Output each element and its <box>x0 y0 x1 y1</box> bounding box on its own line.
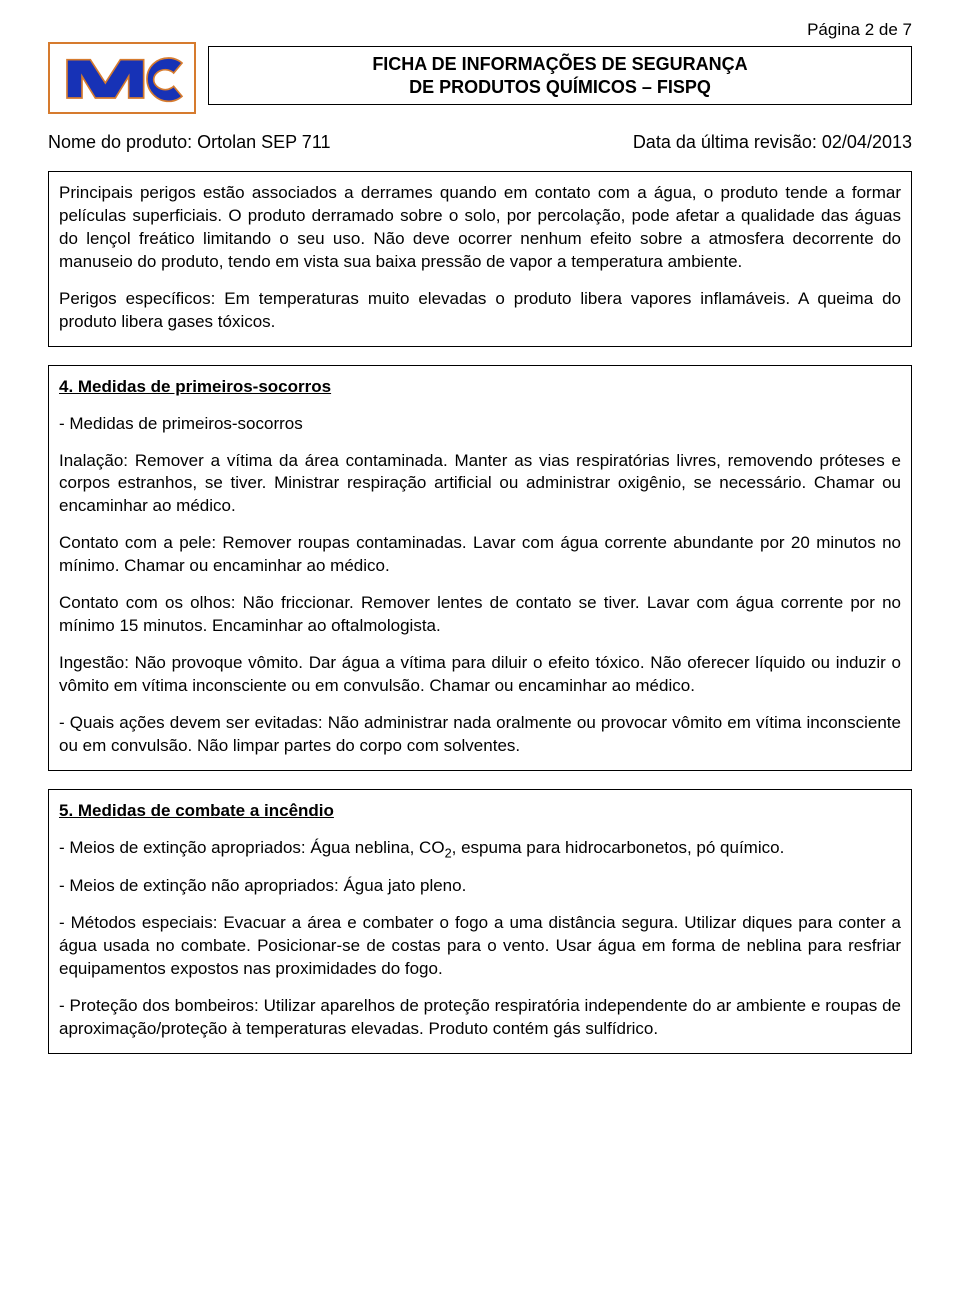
section-5-box: 5. Medidas de combate a incêndio - Meios… <box>48 789 912 1054</box>
revision-date: Data da última revisão: 02/04/2013 <box>633 132 912 153</box>
page-container: Página 2 de 7 FICHA DE INFORMAÇÕES DE SE… <box>0 0 960 1112</box>
doc-title-line2: DE PRODUTOS QUÍMICOS – FISPQ <box>409 77 711 97</box>
section-top-box: Principais perigos estão associados a de… <box>48 171 912 347</box>
meta-row: Nome do produto: Ortolan SEP 711 Data da… <box>48 132 912 153</box>
section-5-p1-sub: 2 <box>445 845 452 860</box>
page-number: Página 2 de 7 <box>48 20 912 40</box>
section-4-ingestao: Ingestão: Não provoque vômito. Dar água … <box>59 652 901 698</box>
section-4-inalacao: Inalação: Remover a vítima da área conta… <box>59 450 901 519</box>
section-4-box: 4. Medidas de primeiros-socorros - Medid… <box>48 365 912 771</box>
section-4-sub1: - Medidas de primeiros-socorros <box>59 413 901 436</box>
section-top-para2: Perigos específicos: Em temperaturas mui… <box>59 288 901 334</box>
mc-logo-icon <box>54 48 190 108</box>
section-5-p2: - Meios de extinção não apropriados: Águ… <box>59 875 901 898</box>
section-5-heading: 5. Medidas de combate a incêndio <box>59 800 901 823</box>
company-logo <box>48 42 196 114</box>
product-name: Nome do produto: Ortolan SEP 711 <box>48 132 331 153</box>
section-4-evitadas: - Quais ações devem ser evitadas: Não ad… <box>59 712 901 758</box>
section-5-p1b: , espuma para hidrocarbonetos, pó químic… <box>452 838 785 857</box>
section-4-olhos: Contato com os olhos: Não friccionar. Re… <box>59 592 901 638</box>
section-5-p1: - Meios de extinção apropriados: Água ne… <box>59 837 901 862</box>
section-5-p1a: - Meios de extinção apropriados: Água ne… <box>59 838 445 857</box>
doc-title-line1: FICHA DE INFORMAÇÕES DE SEGURANÇA <box>372 54 747 74</box>
section-top-para1: Principais perigos estão associados a de… <box>59 182 901 274</box>
section-4-heading: 4. Medidas de primeiros-socorros <box>59 376 901 399</box>
header-row: FICHA DE INFORMAÇÕES DE SEGURANÇA DE PRO… <box>48 42 912 114</box>
section-5-p4: - Proteção dos bombeiros: Utilizar apare… <box>59 995 901 1041</box>
doc-title-box: FICHA DE INFORMAÇÕES DE SEGURANÇA DE PRO… <box>208 46 912 105</box>
section-4-pele: Contato com a pele: Remover roupas conta… <box>59 532 901 578</box>
section-5-p3: - Métodos especiais: Evacuar a área e co… <box>59 912 901 981</box>
